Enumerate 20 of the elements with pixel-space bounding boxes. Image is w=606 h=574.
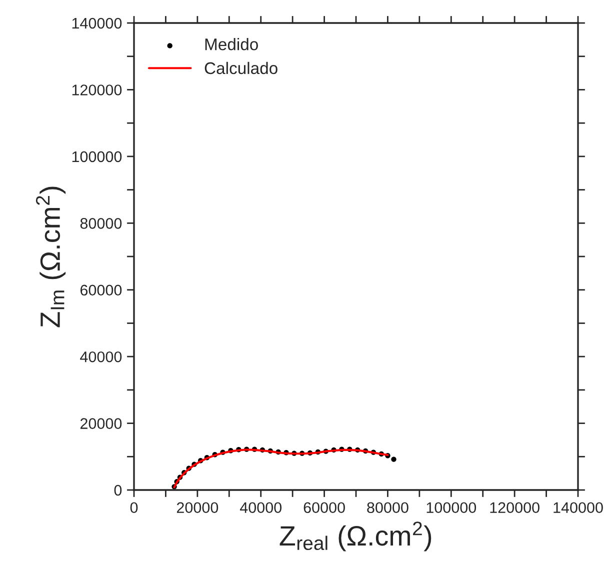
y-tick-label: 140000 xyxy=(72,18,122,29)
legend-label: Calculado xyxy=(204,62,278,74)
y-tick-label: 40000 xyxy=(80,351,122,362)
x-tick-label: 100000 xyxy=(426,502,476,514)
legend-label: Medido xyxy=(205,38,258,50)
y-tick-label: 120000 xyxy=(72,84,122,96)
y-tick-label: 80000 xyxy=(80,218,122,229)
x-tick-label: 80000 xyxy=(367,502,408,514)
x-tick-label: 120000 xyxy=(490,502,540,514)
x-tick-label: 40000 xyxy=(240,502,282,514)
x-tick-label: 140000 xyxy=(554,502,603,514)
y-tick-label: 100000 xyxy=(72,151,122,162)
x-tick-label: 60000 xyxy=(304,502,345,514)
y-tick-label: 0 xyxy=(114,484,122,496)
y-tick-label: 20000 xyxy=(80,418,122,429)
x-tick-label: 20000 xyxy=(176,502,218,514)
y-axis-title: Z$_{Im}$ (Ω.cm$^{2}$) xyxy=(36,186,66,328)
y-tick-label: 60000 xyxy=(80,284,122,296)
x-tick-label: 0 xyxy=(130,502,138,514)
x-axis-title: Z$_{real}$ (Ω.cm$^{2}$) xyxy=(280,522,432,552)
